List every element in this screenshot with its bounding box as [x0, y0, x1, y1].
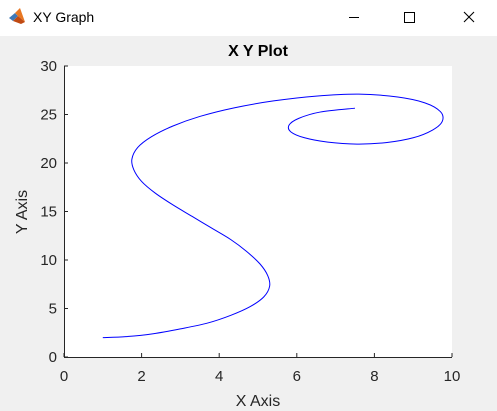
- y-tick-label: 10: [40, 252, 57, 269]
- series-line: [102, 93, 444, 339]
- y-tick-label: 25: [40, 107, 57, 124]
- y-tick-label: 20: [40, 155, 57, 172]
- close-button[interactable]: [445, 0, 491, 36]
- y-axis-label: Y Axis: [14, 190, 31, 234]
- xy-chart: X Y Plot 0 2 4 6 8 10 0 5 10 15 20 25 30 X Axis Y Ax…: [14, 43, 460, 410]
- x-tick-label: 0: [60, 368, 68, 385]
- minimize-button[interactable]: [332, 0, 378, 36]
- maximize-button[interactable]: [386, 0, 432, 36]
- matlab-logo-icon: [9, 8, 25, 24]
- y-tick-label: 15: [40, 204, 57, 221]
- maximize-icon: [404, 12, 415, 23]
- axis-ticks: 0 2 4 6 8 10 0 5 10 15 20 25 30: [40, 58, 460, 385]
- x-tick-label: 2: [137, 368, 145, 385]
- close-icon: [463, 11, 475, 23]
- y-tick-label: 5: [49, 301, 57, 318]
- x-tick-label: 6: [293, 368, 301, 385]
- x-tick-label: 10: [444, 368, 461, 385]
- window-title: XY Graph: [33, 9, 95, 25]
- x-tick-label: 4: [215, 368, 223, 385]
- plot-area: [64, 66, 452, 357]
- x-axis-label: X Axis: [236, 393, 280, 410]
- y-tick-label: 0: [49, 349, 57, 366]
- minimize-icon: [349, 17, 359, 18]
- chart-title: X Y Plot: [228, 43, 289, 60]
- window-titlebar: XY Graph: [0, 0, 497, 36]
- y-tick-label: 30: [40, 58, 57, 75]
- x-tick-label: 8: [370, 368, 378, 385]
- figure-area: X Y Plot 0 2 4 6 8 10 0 5 10 15 20 25 30 X Axis Y Ax…: [0, 36, 497, 411]
